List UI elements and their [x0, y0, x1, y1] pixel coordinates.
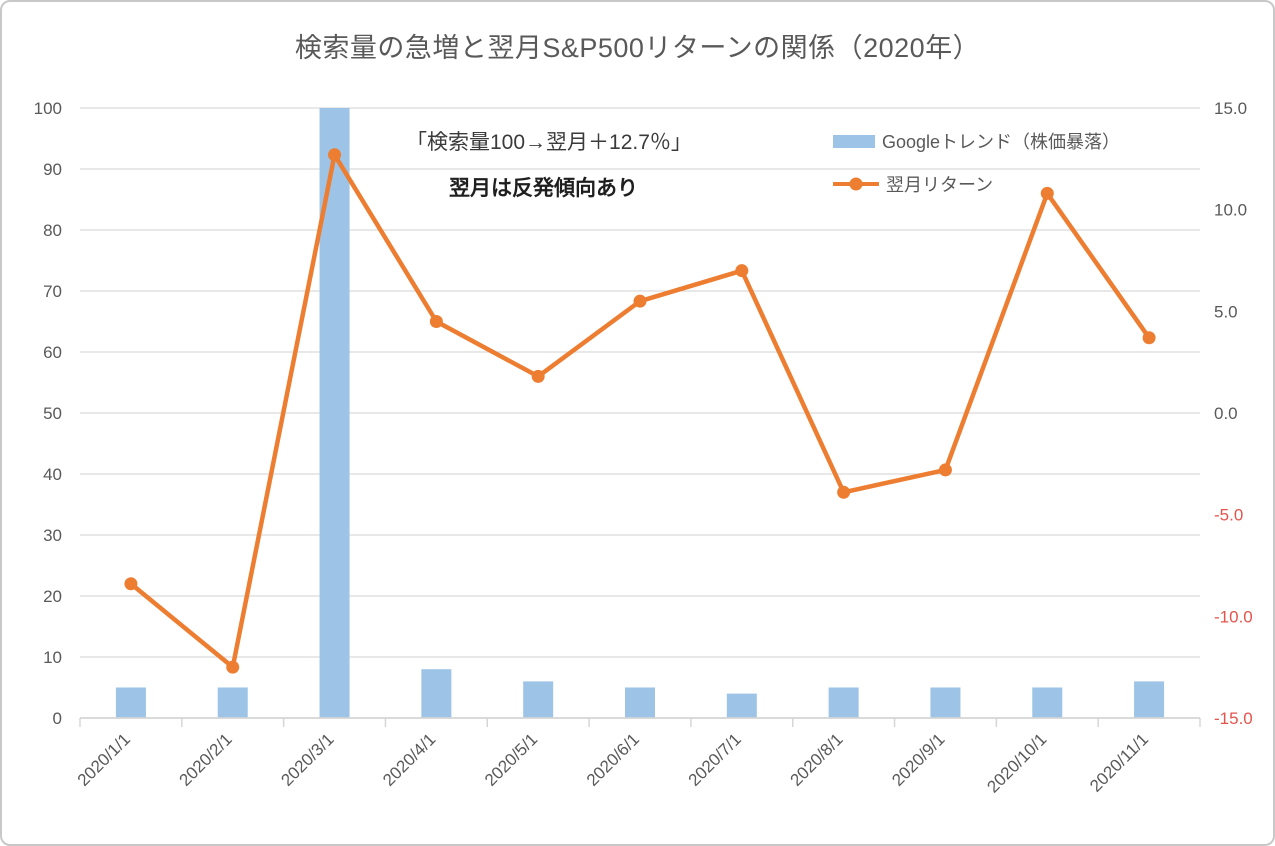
chart-title: 検索量の急増と翌月S&P500リターンの関係（2020年） — [294, 33, 981, 63]
x-axis-label: 2020/9/1 — [888, 730, 948, 790]
line-marker — [837, 485, 851, 499]
bar — [1134, 681, 1165, 718]
bar — [828, 687, 859, 718]
line-marker — [633, 294, 647, 308]
x-axis-label: 2020/7/1 — [685, 730, 745, 790]
bar — [625, 687, 655, 718]
bar-series-swatch-icon — [833, 134, 875, 148]
line-marker — [1142, 331, 1156, 345]
x-axis-label: 2020/4/1 — [379, 730, 439, 790]
x-axis-label: 2020/10/1 — [983, 730, 1050, 797]
line-marker — [1040, 186, 1054, 200]
bar — [1032, 687, 1063, 718]
left-axis-tick-label: 70 — [43, 282, 62, 301]
left-axis-tick-label: 30 — [43, 526, 62, 545]
x-axis-label: 2020/5/1 — [481, 730, 541, 790]
bar — [930, 687, 961, 718]
bar — [523, 681, 554, 718]
annotation-callout: 「検索量100→翌月＋12.7％」 — [406, 131, 692, 154]
legend-item-bar-series: Googleトレンド（株価暴落） — [833, 128, 1120, 154]
left-axis-tick-label: 20 — [43, 587, 62, 606]
right-axis-tick-label: -10.0 — [1214, 607, 1253, 626]
line-marker — [735, 264, 749, 278]
left-axis-tick-label: 10 — [43, 648, 62, 667]
left-axis-tick-label: 80 — [43, 221, 62, 240]
x-axis-label: 2020/6/1 — [583, 730, 643, 790]
x-axis-label: 2020/1/1 — [74, 730, 134, 790]
annotation-note: 翌月は反発傾向あり — [449, 177, 638, 200]
right-axis-tick-label: 15.0 — [1214, 99, 1247, 118]
left-axis-tick-label: 40 — [43, 465, 62, 484]
line-marker — [938, 463, 952, 477]
legend-label-line-series: 翌月リターン — [886, 175, 994, 195]
bar — [421, 669, 452, 718]
x-axis-label: 2020/3/1 — [277, 730, 337, 790]
line-series — [128, 152, 1152, 670]
line-marker — [429, 315, 443, 328]
right-axis-tick-label: -5.0 — [1214, 506, 1243, 525]
bar — [217, 687, 248, 718]
bar — [726, 693, 757, 718]
left-axis-tick-label: 60 — [43, 343, 62, 362]
line-series-marker-icon — [849, 177, 863, 191]
x-axis-label: 2020/11/1 — [1086, 730, 1152, 796]
x-axis-label: 2020/8/1 — [786, 730, 846, 790]
left-axis-tick-label: 50 — [43, 404, 62, 423]
bar — [115, 687, 146, 718]
legend-item-line-series: 翌月リターン — [833, 171, 1120, 197]
left-axis-tick-label: 100 — [34, 99, 62, 118]
left-axis-tick-label: 0 — [53, 709, 62, 728]
right-axis-tick-label: 10.0 — [1214, 201, 1247, 220]
x-axis-label: 2020/2/1 — [176, 730, 236, 790]
legend-label-bar-series: Googleトレンド（株価暴落） — [882, 132, 1121, 152]
right-axis-tick-label: 5.0 — [1214, 302, 1238, 321]
line-marker — [531, 369, 545, 383]
line-marker — [124, 577, 138, 591]
right-axis-tick-label: 0.0 — [1214, 404, 1238, 423]
right-axis-tick-label: -15.0 — [1214, 709, 1253, 728]
line-marker — [226, 660, 240, 674]
left-axis-tick-label: 90 — [43, 160, 62, 179]
line-series-swatch-icon — [833, 177, 879, 191]
legend: Googleトレンド（株価暴落） 翌月リターン — [833, 128, 1120, 197]
line-marker — [328, 148, 342, 162]
